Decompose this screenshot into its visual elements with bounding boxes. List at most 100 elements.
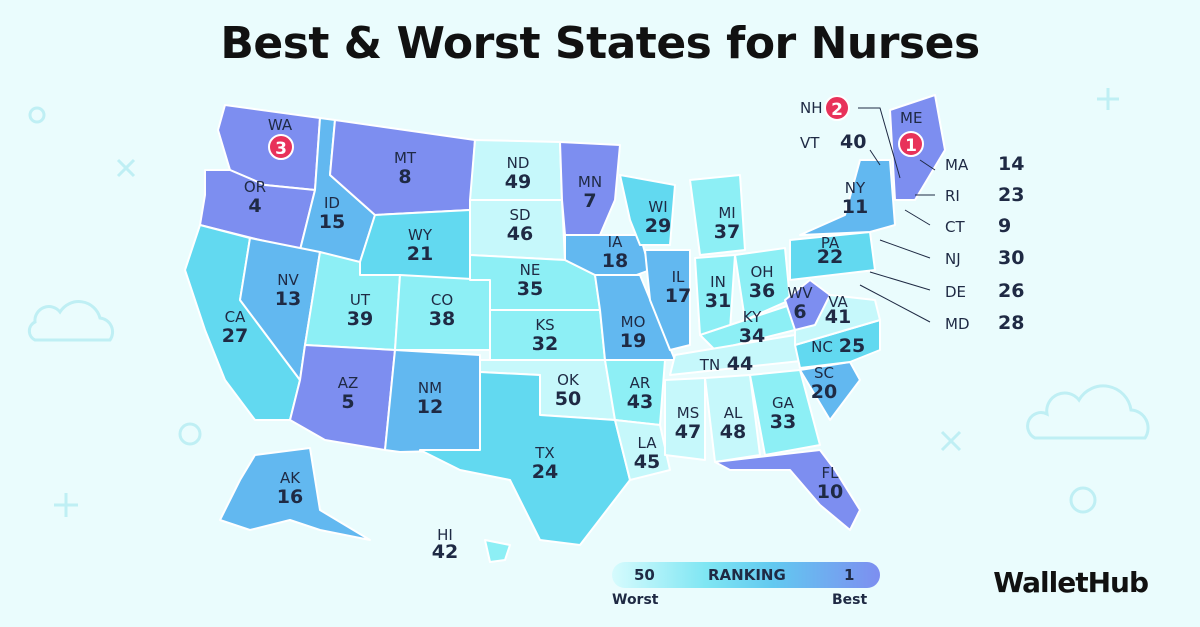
state-abbr-in: IN [710,273,726,291]
state-abbr-ms: MS [677,404,699,422]
state-rank-wv: 6 [793,301,806,323]
state-shape-la [614,419,671,481]
state-abbr-ia: IA [608,233,623,251]
state-shape-al [704,374,761,463]
state-rank-mn: 7 [583,190,596,212]
callout-abbr-de: DE [945,283,966,301]
state-abbr-ga: GA [772,394,795,412]
callout-labels: NH VT 40 ME MA 14 RI 23 CT 9 NJ 30 DE 26 MD 28 [800,99,1024,334]
state-shape-ny [799,159,896,236]
state-abbr-pa: PA [821,234,840,252]
state-rank-ak: 16 [277,486,303,508]
state-rank-al: 48 [720,421,746,443]
state-rank-nd: 49 [505,171,531,193]
state-rank-mi: 37 [714,221,740,243]
state-abbr-wa: WA [268,116,293,134]
state-shape-ga [749,369,821,456]
state-abbr-va: VA [828,293,848,311]
state-abbr-co: CO [431,291,453,309]
decor-x-icon [116,158,136,178]
state-shape-ak [219,447,371,541]
state-abbr-mt: MT [394,149,417,167]
callout-abbr-me: ME [900,109,922,127]
state-shape-mi [689,174,746,256]
state-rank-co: 38 [429,308,455,330]
state-shape-ms [664,377,706,461]
state-rank-ok: 50 [555,388,581,410]
state-abbr-or: OR [244,178,266,196]
callout-abbr-vt: VT [800,134,820,152]
state-abbr-il: IL [672,268,685,286]
decor-circle-icon [28,106,46,124]
state-rank-pa: 22 [817,246,843,268]
callout-rank-ct: 9 [998,215,1011,237]
state-rank-mo: 19 [620,330,646,352]
state-shape-il [644,249,691,351]
state-abbr-nc: NC [811,338,833,356]
callout-rank-nj: 30 [998,247,1024,269]
state-rank-ca: 27 [222,325,248,347]
state-rank-mt: 8 [398,166,411,188]
legend-label: RANKING [708,566,786,584]
state-abbr-oh: OH [750,263,773,281]
state-abbr-ak: AK [280,469,301,487]
state-rank-va: 41 [825,306,851,328]
state-rank-ks: 32 [532,333,558,355]
state-rank-ny: 11 [842,196,868,218]
callout-abbr-md: MD [945,315,970,333]
decor-cloud-icon [27,300,115,342]
legend-worst-caption: Worst [612,592,659,608]
decor-plus-icon [54,493,78,517]
state-abbr-az: AZ [338,374,359,392]
state-shape-wi [619,174,676,246]
state-rank-id: 15 [319,211,345,233]
state-abbr-nv: NV [277,271,299,289]
state-rank-ar: 43 [627,391,653,413]
state-rank-ut: 39 [347,308,373,330]
ranking-legend: 50 RANKING 1 [612,562,880,588]
state-abbr-al: AL [724,404,743,422]
state-abbr-ar: AR [630,374,651,392]
state-shape-wv [784,279,831,331]
callout-leader-lines [858,107,936,323]
state-rank-sd: 46 [507,223,533,245]
state-shape-tx [419,371,631,546]
state-abbr-ut: UT [350,291,371,309]
state-abbr-mi: MI [718,204,735,222]
state-abbr-hi: HI [437,526,453,544]
state-rank-wy: 21 [407,243,433,265]
state-abbr-ky: KY [743,308,762,326]
state-abbr-wy: WY [408,226,433,244]
callout-abbr-ct: CT [945,218,965,236]
state-rank-ky: 34 [739,325,765,347]
callout-rank-ri: 23 [998,184,1024,206]
state-abbr-nd: ND [507,154,530,172]
callout-rank-md: 28 [998,312,1024,334]
state-rank-wi: 29 [645,215,671,237]
state-rank-tx: 24 [532,461,558,483]
state-abbr-id: ID [324,194,340,212]
callout-rank-ma: 14 [998,153,1024,175]
state-rank-ia: 18 [602,250,628,272]
background-decorations [27,88,1150,517]
state-abbr-ne: NE [520,261,541,279]
decor-cloud-icon [1026,384,1150,440]
decor-x-icon [940,430,962,452]
state-rank-nc: 25 [839,335,865,357]
state-rank-fl: 10 [817,481,843,503]
state-shapes [184,94,946,563]
state-rank-il: 17 [665,285,691,307]
legend-worst-value: 50 [634,566,655,584]
callout-abbr-ma: MA [945,156,969,174]
callout-rank-vt: 40 [840,131,866,153]
state-rank-hi: 42 [432,541,458,563]
wallethub-logo: WalletHub [993,566,1149,599]
page-title: Best & Worst States for Nurses [220,18,980,69]
state-rank-nm: 12 [417,396,443,418]
legend-best-value: 1 [844,566,855,584]
callout-abbr-nh: NH [800,99,823,117]
state-abbr-tn: TN [699,356,720,374]
